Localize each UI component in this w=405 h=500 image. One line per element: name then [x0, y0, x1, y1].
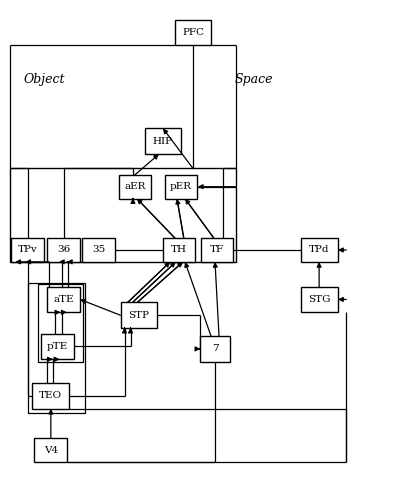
Bar	[38, 284, 83, 362]
Text: TF: TF	[209, 246, 224, 254]
Text: TPv: TPv	[18, 246, 37, 254]
Text: aTE: aTE	[53, 295, 74, 304]
Text: 7: 7	[211, 344, 218, 354]
Text: TPd: TPd	[308, 246, 328, 254]
Text: 35: 35	[92, 246, 105, 254]
Text: pER: pER	[170, 182, 192, 191]
Bar	[200, 238, 233, 262]
Bar	[47, 238, 80, 262]
Bar	[11, 238, 44, 262]
Text: HIP: HIP	[153, 136, 173, 145]
Bar	[162, 238, 195, 262]
Bar	[144, 128, 181, 154]
Text: Space: Space	[234, 73, 273, 86]
Text: TH: TH	[171, 246, 187, 254]
Bar	[174, 20, 211, 46]
Bar	[32, 383, 69, 408]
Bar	[41, 334, 74, 359]
Text: TEO: TEO	[39, 392, 62, 400]
Bar	[47, 286, 80, 312]
Text: Object: Object	[23, 73, 65, 86]
Bar	[28, 282, 85, 412]
Text: STG: STG	[307, 295, 330, 304]
Bar	[300, 238, 337, 262]
Text: V4: V4	[44, 446, 58, 455]
Text: 36: 36	[57, 246, 70, 254]
Bar	[10, 168, 235, 262]
Bar	[164, 175, 197, 199]
Bar	[300, 286, 337, 312]
Text: pTE: pTE	[47, 342, 68, 351]
Bar	[34, 438, 67, 462]
Bar	[120, 302, 157, 328]
Text: PFC: PFC	[181, 28, 203, 37]
Text: STP: STP	[128, 311, 149, 320]
Text: aER: aER	[124, 182, 145, 191]
Bar	[200, 336, 230, 361]
Bar	[82, 238, 115, 262]
Bar	[118, 175, 151, 199]
